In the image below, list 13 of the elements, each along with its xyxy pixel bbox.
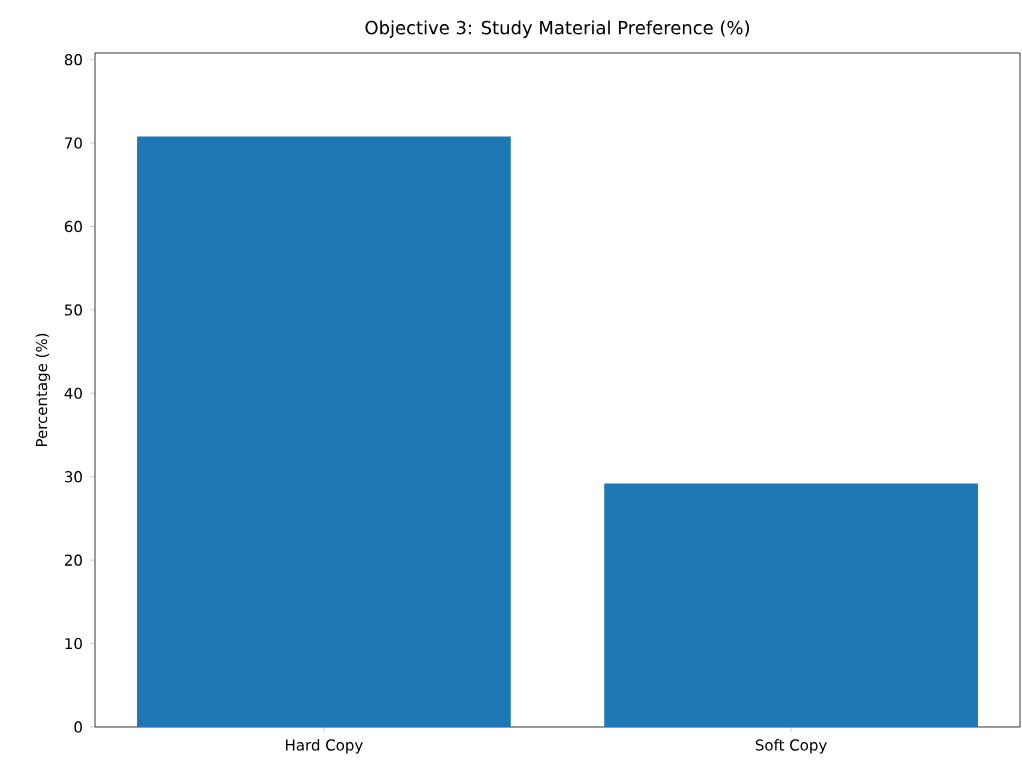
y-axis-title: Percentage (%)	[35, 333, 51, 447]
y-tick-label: 80	[64, 53, 82, 66]
y-tick-label: 0	[74, 721, 82, 733]
y-tick-label: 60	[64, 220, 82, 233]
y-tick-label: 40	[64, 387, 82, 400]
y-tick-label: 30	[64, 471, 82, 483]
chart-title: Objective 3: Study Material Preference (%)	[365, 20, 750, 38]
x-tick-label: Soft Copy	[755, 739, 827, 754]
y-tick-label: 50	[65, 304, 82, 316]
x-tick-label: Hard Copy	[286, 739, 363, 754]
y-tick-label: 70	[65, 137, 82, 149]
y-tick-label: 10	[65, 637, 82, 650]
y-tick-label: 20	[64, 554, 82, 566]
